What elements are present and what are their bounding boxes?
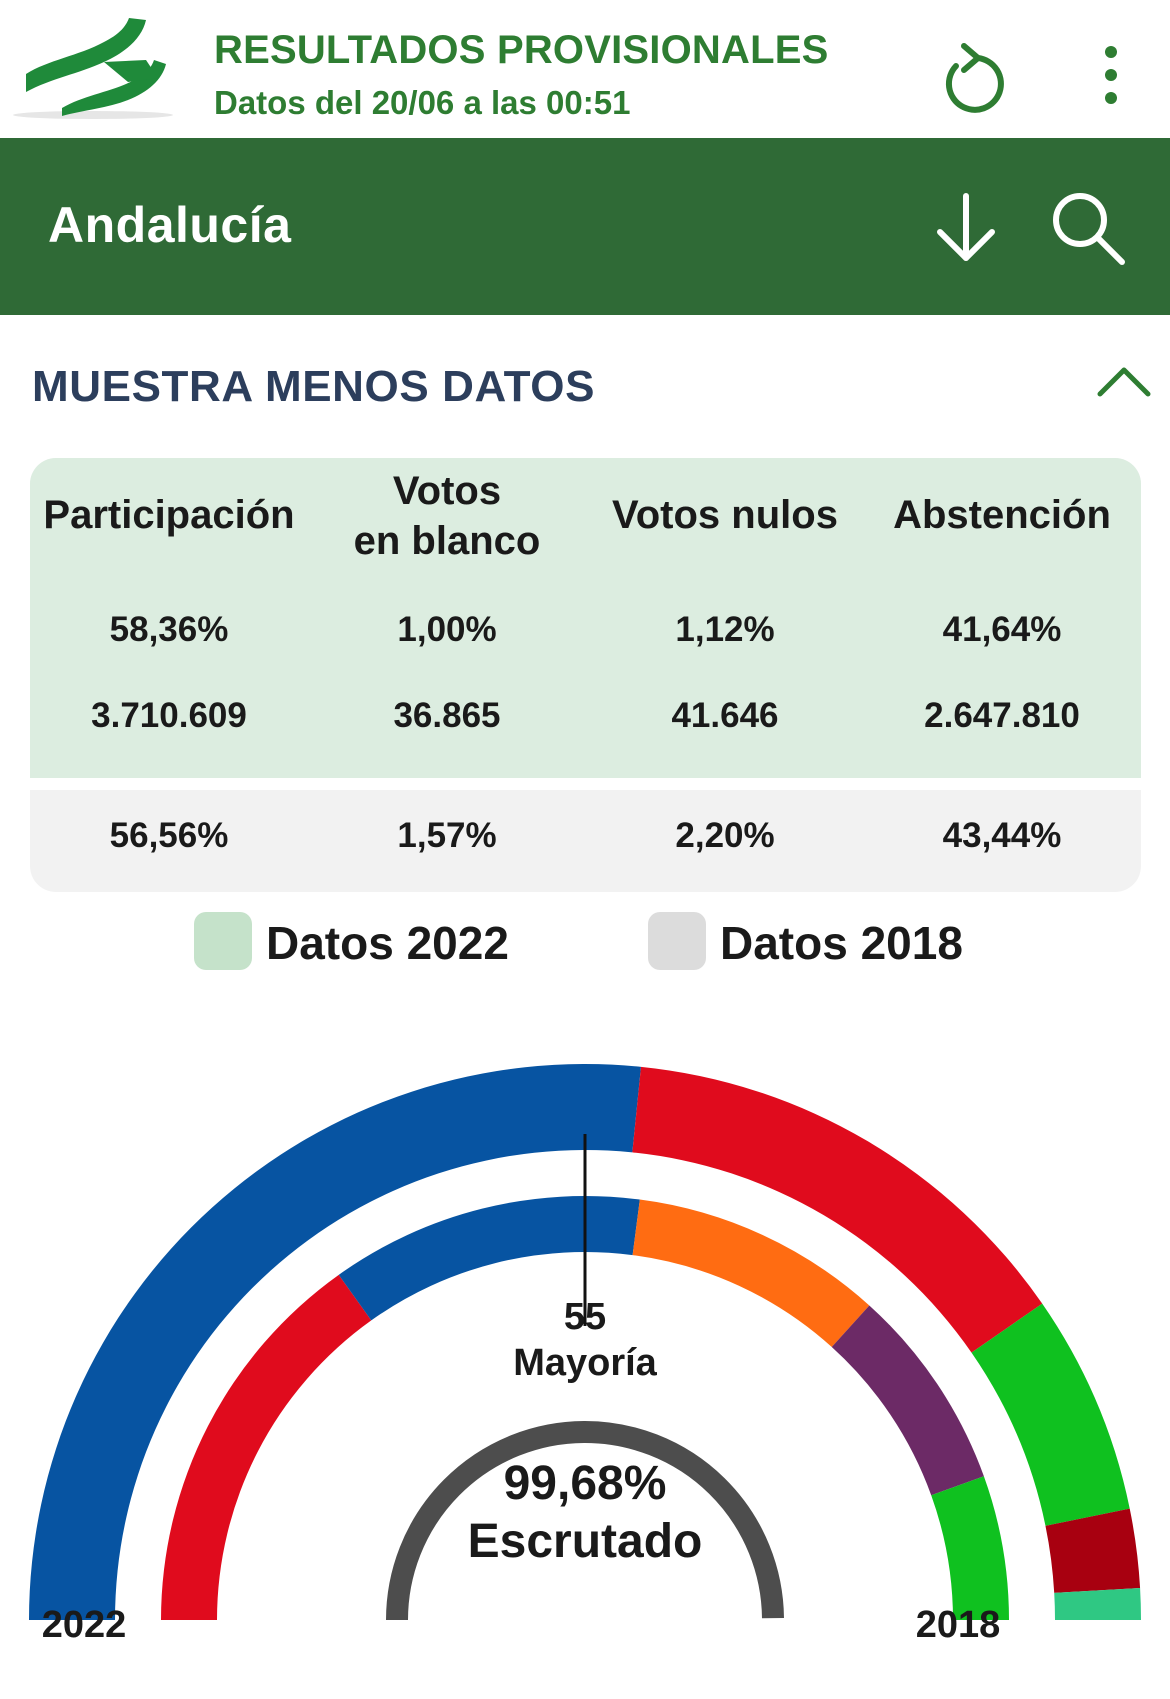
- legend-item-2018: Datos 2018: [648, 912, 988, 972]
- seat-segment-2018-3: [831, 1305, 984, 1496]
- stat-header: Votos en blanco: [353, 469, 541, 563]
- more-options-icon[interactable]: [1088, 40, 1134, 110]
- stat-pct-2022: 41,64%: [942, 610, 1062, 649]
- stat-count-2022: 2.647.810: [924, 696, 1080, 735]
- stat-count-2022: 36.865: [393, 696, 501, 735]
- seat-segment-2018-1: [338, 1196, 640, 1321]
- app-header: RESULTADOS PROVISIONALES Datos del 20/06…: [0, 0, 1170, 138]
- legend-label-2022: Datos 2022: [266, 917, 509, 969]
- seat-segment-2018-4: [931, 1476, 1009, 1620]
- seat-segment-2022-0: [29, 1064, 641, 1620]
- majority-value: 55: [563, 1296, 607, 1338]
- legend-swatch-2018: [648, 912, 706, 970]
- seat-segment-2022-2: [971, 1303, 1130, 1526]
- seat-hemicycle-chart: 55 Mayoría 99,68% Escrutado 2022 2018: [0, 1030, 1170, 1699]
- turnout-stats-table: Participación 58,36% 3.710.609 56,56% Vo…: [30, 458, 1141, 892]
- ring-label-2018: 2018: [915, 1604, 1001, 1646]
- stat-count-2022: 41.646: [671, 696, 779, 735]
- arrow-down-icon[interactable]: [930, 188, 1002, 268]
- stat-count-2022: 3.710.609: [91, 696, 247, 735]
- stat-pct-2018: 1,57%: [397, 816, 497, 855]
- seat-segment-2022-1: [632, 1066, 1043, 1353]
- stat-header: Votos nulos: [612, 493, 838, 537]
- stat-pct-2018: 2,20%: [675, 816, 775, 855]
- refresh-icon[interactable]: [938, 38, 1008, 118]
- stat-pct-2022: 1,12%: [675, 610, 775, 649]
- stats-2022-panel: [30, 458, 1141, 778]
- region-bar: Andalucía: [0, 138, 1170, 315]
- seat-segment-2022-4: [1054, 1587, 1141, 1620]
- toggle-label: MUESTRA MENOS DATOS: [32, 362, 596, 411]
- junta-andalucia-logo: [13, 18, 173, 119]
- stat-pct-2022: 1,00%: [397, 610, 497, 649]
- region-selector[interactable]: Andalucía: [48, 197, 292, 253]
- hemicycle-svg: [29, 1064, 1141, 1621]
- stat-pct-2018: 56,56%: [109, 816, 229, 855]
- scrutiny-gauge: [386, 1421, 784, 1621]
- last-update-text: Datos del 20/06 a las 00:51: [214, 84, 631, 121]
- ring-label-2022: 2022: [41, 1604, 127, 1646]
- seat-segment-2018-0: [161, 1274, 372, 1620]
- show-less-toggle[interactable]: MUESTRA MENOS DATOS: [0, 350, 1170, 420]
- majority-label: Mayoría: [513, 1342, 657, 1384]
- scrutiny-label: Escrutado: [467, 1515, 703, 1568]
- legend-item-2022: Datos 2022: [194, 912, 534, 972]
- stat-header: Abstención: [893, 493, 1111, 537]
- legend-swatch-2022: [194, 912, 252, 970]
- search-icon[interactable]: [1048, 188, 1128, 268]
- stat-header: Participación: [43, 493, 295, 537]
- seat-segment-2018-2: [632, 1199, 870, 1347]
- seat-segment-2022-3: [1045, 1508, 1141, 1593]
- stat-pct-2022: 58,36%: [109, 610, 229, 649]
- scrutiny-value: 99,68%: [503, 1457, 667, 1510]
- legend-label-2018: Datos 2018: [720, 917, 963, 969]
- chevron-up-icon[interactable]: [1096, 360, 1152, 400]
- stat-pct-2018: 43,44%: [942, 816, 1062, 855]
- page-title: RESULTADOS PROVISIONALES: [214, 28, 829, 72]
